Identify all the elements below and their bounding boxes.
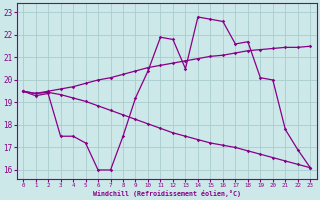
X-axis label: Windchill (Refroidissement éolien,°C): Windchill (Refroidissement éolien,°C) [93, 190, 241, 197]
